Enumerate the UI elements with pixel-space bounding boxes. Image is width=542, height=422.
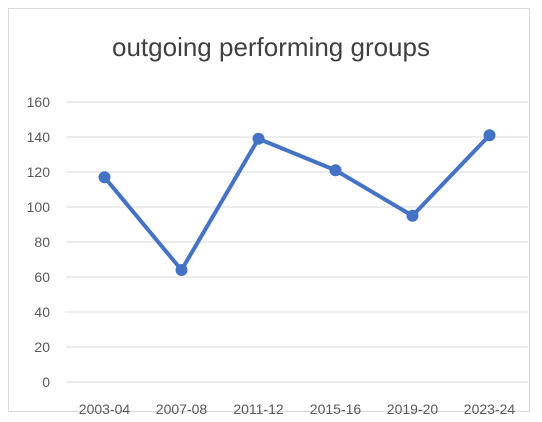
x-tick-label: 2023-24 <box>464 401 516 417</box>
x-tick-label: 2003-04 <box>79 401 131 417</box>
series-group <box>98 129 496 276</box>
chart-title: outgoing performing groups <box>112 32 430 62</box>
y-tick-label: 140 <box>27 129 51 145</box>
data-point <box>406 209 419 222</box>
x-tick-label: 2011-12 <box>233 401 284 417</box>
y-tick-label: 0 <box>42 374 50 390</box>
x-tick-label: 2007-08 <box>156 401 208 417</box>
y-tick-label: 60 <box>34 269 50 285</box>
x-tick-label: 2015-16 <box>310 401 362 417</box>
y-tick-label: 80 <box>34 234 50 250</box>
y-tick-label: 20 <box>34 339 50 355</box>
x-tick-label: 2019-20 <box>387 401 439 417</box>
data-point <box>252 132 265 145</box>
y-tick-label: 120 <box>27 164 51 180</box>
gridlines <box>66 101 528 383</box>
data-point <box>98 171 111 184</box>
y-tick-label: 40 <box>34 304 50 320</box>
series-line <box>102 133 491 272</box>
y-tick-label: 100 <box>27 199 51 215</box>
data-point <box>483 129 496 142</box>
data-point <box>329 164 342 177</box>
y-axis-ticks: 0 20 40 60 80 100 120 140 160 <box>27 94 51 390</box>
y-tick-label: 160 <box>27 94 51 110</box>
x-axis-ticks: 2003-04 2007-08 2011-12 2015-16 2019-20 2023-… <box>79 401 516 417</box>
data-point <box>175 264 188 276</box>
chart-frame <box>8 8 530 412</box>
